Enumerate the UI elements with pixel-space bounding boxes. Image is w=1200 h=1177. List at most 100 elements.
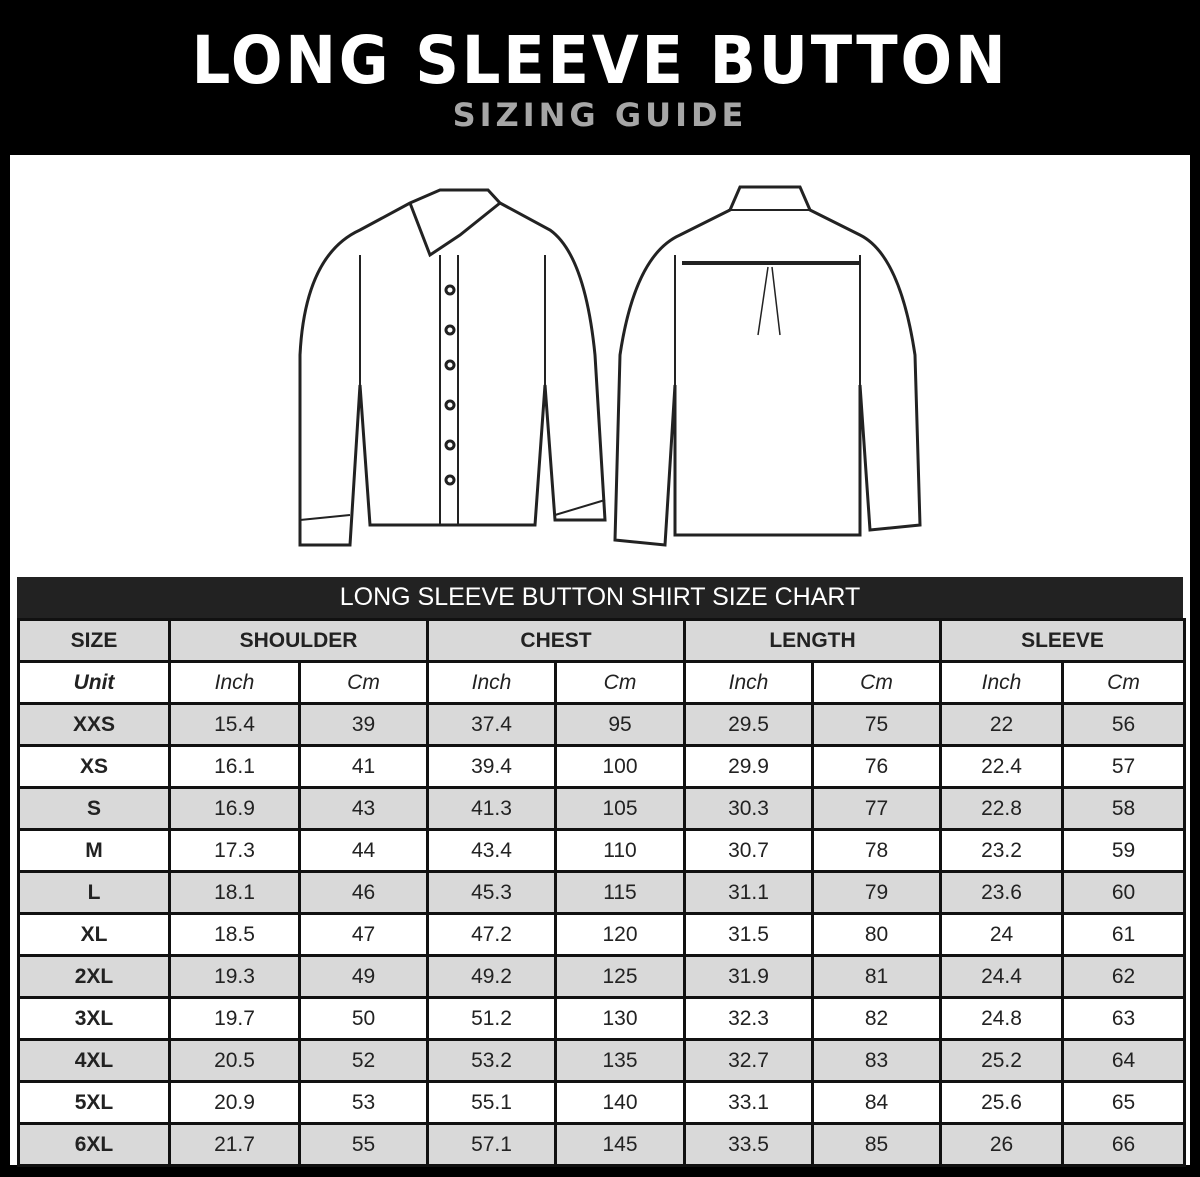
value-cell: 29.9 [683,744,814,789]
value-cell: 24.4 [939,954,1065,999]
header-shoulder: SHOULDER [168,618,429,663]
value-cell: 120 [554,912,686,957]
size-cell: XXS [17,702,171,747]
value-cell: 45.3 [426,870,557,915]
value-cell: 31.9 [683,954,814,999]
unit-row: Unit Inch Cm Inch Cm Inch Cm Inch Cm [17,660,1187,705]
size-cell: 6XL [17,1122,171,1167]
size-cell: L [17,870,171,915]
value-cell: 76 [810,744,943,789]
value-cell: 17.3 [168,828,301,873]
value-cell: 58 [1061,786,1187,831]
value-cell: 65 [1061,1080,1187,1125]
size-cell: XL [17,912,171,957]
value-cell: 61 [1061,912,1187,957]
value-cell: 64 [1061,1038,1187,1083]
size-cell: 3XL [17,996,171,1041]
value-cell: 43.4 [426,828,557,873]
value-cell: 57 [1061,744,1187,789]
value-cell: 81 [810,954,943,999]
value-cell: 85 [810,1122,943,1167]
value-cell: 135 [554,1038,686,1083]
size-cell: 5XL [17,1080,171,1125]
value-cell: 46 [298,870,429,915]
value-cell: 31.5 [683,912,814,957]
value-cell: 51.2 [426,996,557,1041]
value-cell: 24.8 [939,996,1065,1041]
header-sleeve: SLEEVE [939,618,1187,663]
value-cell: 55.1 [426,1080,557,1125]
value-cell: 25.6 [939,1080,1065,1125]
table-row: 4XL 20.5 52 53.2 135 32.7 83 25.2 64 [17,1038,1187,1083]
value-cell: 100 [554,744,686,789]
value-cell: 79 [810,870,943,915]
unit-cell: Cm [298,660,429,705]
value-cell: 75 [810,702,943,747]
value-cell: 77 [810,786,943,831]
size-cell: 4XL [17,1038,171,1083]
unit-cell: Inch [426,660,557,705]
value-cell: 125 [554,954,686,999]
value-cell: 145 [554,1122,686,1167]
value-cell: 30.7 [683,828,814,873]
value-cell: 49 [298,954,429,999]
value-cell: 56 [1061,702,1187,747]
value-cell: 52 [298,1038,429,1083]
unit-cell: Cm [810,660,943,705]
table-row: XL 18.5 47 47.2 120 31.5 80 24 61 [17,912,1187,957]
value-cell: 82 [810,996,943,1041]
value-cell: 23.6 [939,870,1065,915]
table-row: 3XL 19.7 50 51.2 130 32.3 82 24.8 63 [17,996,1187,1041]
value-cell: 25.2 [939,1038,1065,1083]
value-cell: 39 [298,702,429,747]
value-cell: 33.1 [683,1080,814,1125]
value-cell: 95 [554,702,686,747]
value-cell: 55 [298,1122,429,1167]
header-length: LENGTH [682,618,943,663]
value-cell: 30.3 [683,786,814,831]
value-cell: 84 [810,1080,943,1125]
unit-cell: Inch [939,660,1065,705]
value-cell: 21.7 [168,1122,301,1167]
value-cell: 57.1 [426,1122,557,1167]
value-cell: 22 [939,702,1065,747]
table-title: LONG SLEEVE BUTTON SHIRT SIZE CHART [17,577,1183,618]
value-cell: 23.2 [939,828,1065,873]
table-row: 5XL 20.9 53 55.1 140 33.1 84 25.6 65 [17,1080,1187,1125]
value-cell: 83 [810,1038,943,1083]
value-cell: 24 [939,912,1065,957]
value-cell: 41.3 [426,786,557,831]
value-cell: 37.4 [426,702,557,747]
value-cell: 60 [1061,870,1187,915]
value-cell: 59 [1061,828,1187,873]
value-cell: 19.3 [168,954,301,999]
table-row: 6XL 21.7 55 57.1 145 33.5 85 26 66 [17,1122,1187,1167]
unit-cell: Cm [1061,660,1187,705]
value-cell: 39.4 [426,744,557,789]
value-cell: 62 [1061,954,1187,999]
size-cell: S [17,786,171,831]
value-cell: 80 [810,912,943,957]
value-cell: 16.1 [168,744,301,789]
value-cell: 110 [554,828,686,873]
value-cell: 53 [298,1080,429,1125]
value-cell: 140 [554,1080,686,1125]
size-cell: 2XL [17,954,171,999]
size-cell: XS [17,744,171,789]
value-cell: 63 [1061,996,1187,1041]
table-row: M 17.3 44 43.4 110 30.7 78 23.2 59 [17,828,1187,873]
value-cell: 16.9 [168,786,301,831]
value-cell: 31.1 [683,870,814,915]
value-cell: 130 [554,996,686,1041]
value-cell: 32.3 [683,996,814,1041]
value-cell: 22.4 [939,744,1065,789]
value-cell: 44 [298,828,429,873]
value-cell: 47.2 [426,912,557,957]
table-row: S 16.9 43 41.3 105 30.3 77 22.8 58 [17,786,1187,831]
table-row: XS 16.1 41 39.4 100 29.9 76 22.4 57 [17,744,1187,789]
value-cell: 22.8 [939,786,1065,831]
shirt-back-illustration [613,185,922,547]
value-cell: 18.1 [168,870,301,915]
value-cell: 53.2 [426,1038,557,1083]
value-cell: 29.5 [683,702,814,747]
